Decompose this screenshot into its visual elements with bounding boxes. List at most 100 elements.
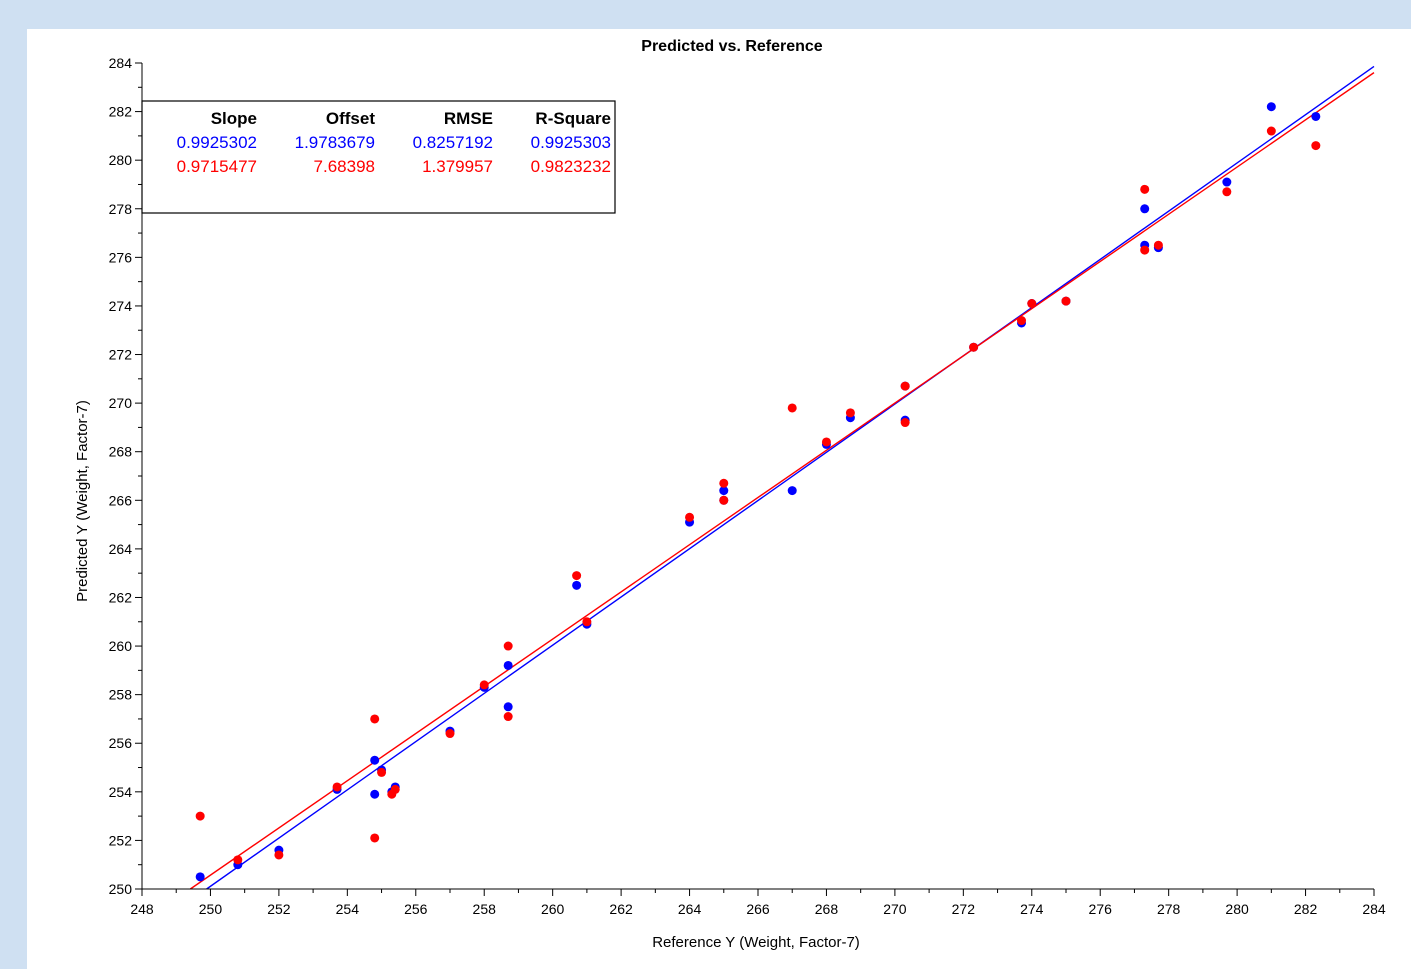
y-tick-label: 276 — [109, 249, 133, 265]
data-point-series-2 — [479, 680, 489, 690]
data-point-series-2 — [821, 437, 831, 447]
y-tick-label: 254 — [109, 784, 133, 800]
x-tick-label: 282 — [1294, 901, 1318, 917]
data-point-series-1 — [719, 486, 729, 496]
x-tick-label: 284 — [1362, 901, 1386, 917]
x-tick-label: 270 — [883, 901, 907, 917]
y-tick-label: 258 — [109, 687, 133, 703]
stats-header-rmse: RMSE — [444, 109, 493, 128]
y-tick-label: 262 — [109, 589, 133, 605]
data-point-series-2 — [900, 381, 910, 391]
data-point-series-1 — [572, 580, 582, 590]
y-tick-label: 264 — [109, 541, 133, 557]
chart-panel: Predicted vs. Reference Reference Y (Wei… — [27, 29, 1411, 969]
data-point-series-2 — [370, 714, 380, 724]
stats-value-rmse: 1.379957 — [422, 157, 493, 176]
stats-value-offset: 7.68398 — [314, 157, 375, 176]
data-point-series-2 — [845, 408, 855, 418]
data-point-series-2 — [1153, 240, 1163, 250]
x-tick-label: 266 — [746, 901, 770, 917]
x-tick-label: 256 — [404, 901, 428, 917]
y-tick-label: 274 — [109, 298, 133, 314]
x-tick-label: 272 — [952, 901, 976, 917]
y-tick-label: 272 — [109, 347, 133, 363]
data-point-series-2 — [445, 729, 455, 739]
y-tick-label: 282 — [109, 104, 133, 120]
data-points — [195, 102, 1321, 882]
regression-line-2 — [189, 72, 1375, 890]
data-point-series-2 — [390, 784, 400, 794]
x-tick-label: 252 — [267, 901, 291, 917]
data-point-series-2 — [1140, 245, 1150, 255]
x-tick-label: 248 — [130, 901, 154, 917]
y-tick-label: 278 — [109, 201, 133, 217]
data-point-series-1 — [1222, 177, 1232, 187]
chart-title: Predicted vs. Reference — [641, 38, 823, 55]
x-tick-label: 276 — [1089, 901, 1113, 917]
stats-value-r-square: 0.9823232 — [531, 157, 611, 176]
data-point-series-2 — [1061, 296, 1071, 306]
data-point-series-2 — [503, 712, 513, 722]
stats-value-slope: 0.9715477 — [177, 157, 257, 176]
data-point-series-2 — [582, 617, 592, 627]
data-point-series-2 — [1222, 187, 1232, 197]
y-tick-label: 260 — [109, 638, 133, 654]
stats-header-r-square: R-Square — [535, 109, 611, 128]
regression-lines — [189, 65, 1375, 890]
data-point-series-2 — [370, 833, 380, 843]
stats-value-r-square: 0.9925303 — [531, 133, 611, 152]
regression-line-1 — [206, 65, 1375, 890]
data-point-series-2 — [572, 571, 582, 581]
x-tick-label: 262 — [609, 901, 633, 917]
stats-header-offset: Offset — [326, 109, 375, 128]
data-point-series-2 — [195, 811, 205, 821]
data-point-series-1 — [370, 755, 380, 765]
x-tick-label: 260 — [541, 901, 565, 917]
data-point-series-2 — [503, 641, 513, 651]
data-point-series-2 — [969, 342, 979, 352]
data-point-series-2 — [900, 418, 910, 428]
y-tick-label: 256 — [109, 735, 133, 751]
stats-legend: Slope Offset RMSE R-Square 0.9925302 1.978367… — [141, 100, 616, 214]
y-tick-label: 284 — [109, 55, 133, 71]
stats-value-rmse: 0.8257192 — [413, 133, 493, 152]
y-tick-label: 270 — [109, 395, 133, 411]
axes: 248 250 252 254 256 258 260 262 264 266 268 270 272 2… — [109, 55, 1386, 917]
data-point-series-2 — [274, 850, 284, 860]
x-tick-label: 268 — [815, 901, 839, 917]
data-point-series-2 — [233, 855, 243, 865]
x-tick-label: 278 — [1157, 901, 1181, 917]
y-tick-label: 266 — [109, 492, 133, 508]
data-point-series-1 — [1311, 111, 1321, 121]
stats-value-offset: 1.9783679 — [295, 133, 375, 152]
data-point-series-1 — [503, 660, 513, 670]
data-point-series-2 — [1027, 299, 1037, 309]
data-point-series-2 — [685, 512, 695, 522]
x-axis-title: Reference Y (Weight, Factor-7) — [652, 934, 860, 951]
data-point-series-2 — [787, 403, 797, 413]
data-point-series-2 — [1017, 316, 1027, 326]
data-point-series-1 — [370, 789, 380, 799]
y-tick-label: 280 — [109, 152, 133, 168]
data-point-series-1 — [503, 702, 513, 712]
data-point-series-2 — [719, 478, 729, 488]
x-tick-label: 258 — [473, 901, 497, 917]
data-point-series-2 — [332, 782, 342, 792]
data-point-series-2 — [1140, 184, 1150, 194]
stats-legend-box — [141, 100, 616, 214]
x-tick-label: 274 — [1020, 901, 1044, 917]
y-tick-label: 268 — [109, 444, 133, 460]
x-tick-label: 254 — [336, 901, 360, 917]
x-tick-label: 264 — [678, 901, 702, 917]
data-point-series-2 — [377, 767, 387, 777]
data-point-series-1 — [195, 872, 205, 882]
data-point-series-1 — [787, 486, 797, 496]
stats-value-slope: 0.9925302 — [177, 133, 257, 152]
y-tick-label: 252 — [109, 832, 133, 848]
y-axis-title: Predicted Y (Weight, Factor-7) — [74, 400, 91, 602]
data-point-series-2 — [1311, 141, 1321, 151]
data-point-series-2 — [1266, 126, 1276, 136]
data-point-series-2 — [719, 495, 729, 505]
data-point-series-1 — [1266, 102, 1276, 112]
x-tick-label: 280 — [1225, 901, 1249, 917]
